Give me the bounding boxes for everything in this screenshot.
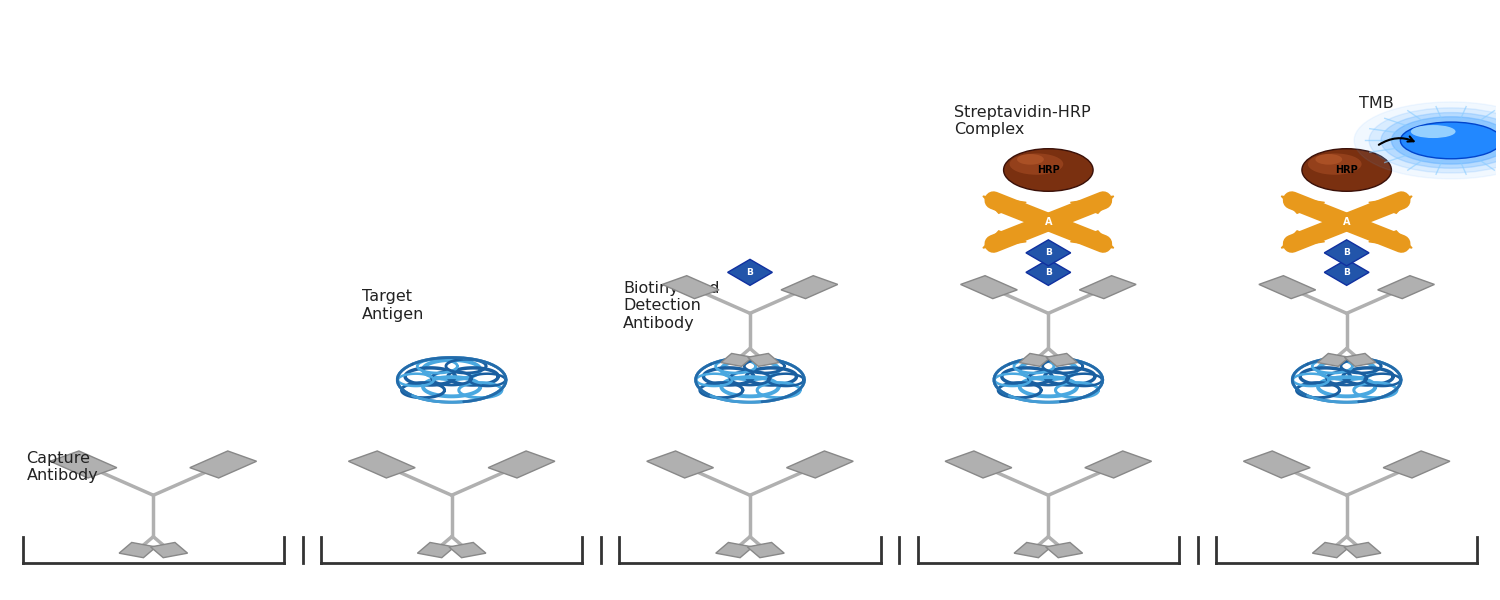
Circle shape bbox=[1370, 108, 1500, 173]
Polygon shape bbox=[150, 542, 188, 557]
Polygon shape bbox=[728, 259, 772, 286]
Polygon shape bbox=[1377, 275, 1434, 299]
Polygon shape bbox=[1026, 259, 1071, 286]
Polygon shape bbox=[118, 542, 156, 557]
Polygon shape bbox=[747, 542, 784, 557]
Polygon shape bbox=[1080, 275, 1136, 299]
Polygon shape bbox=[1019, 353, 1050, 367]
Polygon shape bbox=[1258, 275, 1316, 299]
Polygon shape bbox=[1281, 196, 1324, 213]
Text: A: A bbox=[1044, 217, 1052, 227]
Polygon shape bbox=[945, 451, 1012, 478]
Polygon shape bbox=[1344, 542, 1382, 557]
Text: Target
Antigen: Target Antigen bbox=[362, 289, 424, 322]
Ellipse shape bbox=[1010, 154, 1064, 175]
Polygon shape bbox=[747, 353, 778, 367]
Polygon shape bbox=[1281, 231, 1324, 248]
Ellipse shape bbox=[1412, 125, 1455, 138]
Polygon shape bbox=[960, 275, 1017, 299]
Text: B: B bbox=[747, 268, 753, 277]
Text: Streptavidin-HRP
Complex: Streptavidin-HRP Complex bbox=[954, 105, 1090, 137]
Text: HRP: HRP bbox=[1335, 165, 1358, 175]
Polygon shape bbox=[1071, 196, 1113, 213]
Polygon shape bbox=[1046, 542, 1083, 557]
Polygon shape bbox=[1370, 231, 1411, 248]
Polygon shape bbox=[1324, 259, 1370, 286]
Polygon shape bbox=[190, 451, 256, 478]
Text: B: B bbox=[1046, 268, 1052, 277]
Polygon shape bbox=[1046, 353, 1077, 367]
Text: A: A bbox=[1342, 217, 1350, 227]
Ellipse shape bbox=[1004, 149, 1094, 191]
Text: B: B bbox=[1046, 248, 1052, 257]
Text: TMB: TMB bbox=[1359, 96, 1394, 111]
Polygon shape bbox=[348, 451, 416, 478]
Polygon shape bbox=[1026, 240, 1071, 266]
Polygon shape bbox=[646, 451, 714, 478]
Text: Capture
Antibody: Capture Antibody bbox=[27, 451, 99, 484]
Polygon shape bbox=[982, 231, 1026, 248]
Polygon shape bbox=[488, 451, 555, 478]
Text: B: B bbox=[1342, 248, 1350, 257]
Circle shape bbox=[1382, 113, 1500, 168]
Ellipse shape bbox=[1017, 154, 1044, 164]
Text: B: B bbox=[1342, 268, 1350, 277]
Polygon shape bbox=[1071, 231, 1113, 248]
Polygon shape bbox=[716, 542, 753, 557]
Polygon shape bbox=[1312, 542, 1350, 557]
Polygon shape bbox=[722, 353, 753, 367]
Polygon shape bbox=[662, 275, 718, 299]
Text: Biotinylated
Detection
Antibody: Biotinylated Detection Antibody bbox=[622, 281, 720, 331]
Circle shape bbox=[1354, 102, 1500, 179]
Polygon shape bbox=[786, 451, 853, 478]
Polygon shape bbox=[982, 196, 1026, 213]
Polygon shape bbox=[50, 451, 117, 478]
Text: HRP: HRP bbox=[1036, 165, 1059, 175]
Ellipse shape bbox=[1401, 122, 1500, 159]
Ellipse shape bbox=[1308, 154, 1362, 175]
Polygon shape bbox=[1084, 451, 1152, 478]
Polygon shape bbox=[448, 542, 486, 557]
Ellipse shape bbox=[1302, 149, 1392, 191]
Polygon shape bbox=[1014, 542, 1052, 557]
Polygon shape bbox=[1317, 353, 1348, 367]
Polygon shape bbox=[1324, 240, 1370, 266]
Ellipse shape bbox=[1316, 154, 1342, 164]
Polygon shape bbox=[782, 275, 838, 299]
Polygon shape bbox=[417, 542, 454, 557]
Polygon shape bbox=[1383, 451, 1450, 478]
Polygon shape bbox=[1370, 196, 1411, 213]
Polygon shape bbox=[1244, 451, 1310, 478]
Circle shape bbox=[1392, 117, 1500, 164]
Polygon shape bbox=[1344, 353, 1376, 367]
